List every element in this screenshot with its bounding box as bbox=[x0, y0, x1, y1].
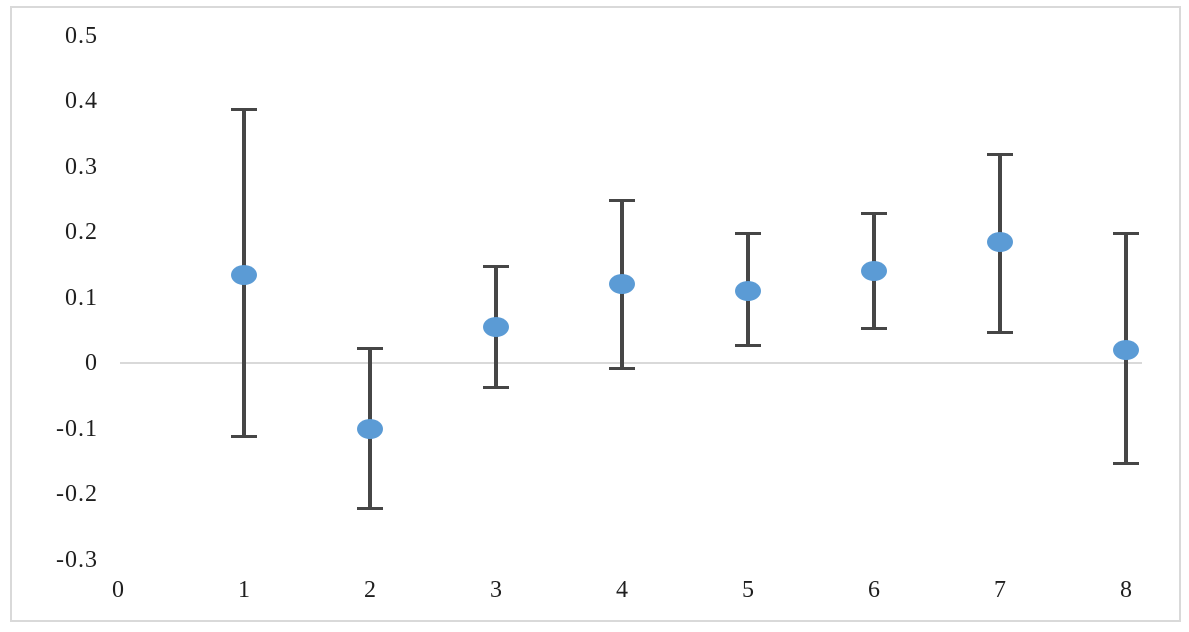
error-bar-cap-top bbox=[231, 107, 257, 111]
error-bar-cap-top bbox=[609, 199, 635, 203]
error-bar-cap-bottom bbox=[357, 507, 383, 511]
error-bar-cap-top bbox=[987, 153, 1013, 157]
x-tick-label: 8 bbox=[1120, 577, 1132, 603]
x-tick-label: 1 bbox=[238, 577, 250, 603]
error-bar-cap-top bbox=[357, 346, 383, 350]
x-tick-label: 7 bbox=[994, 577, 1006, 603]
y-tick-label: 0.5 bbox=[65, 22, 98, 49]
y-tick-label: -0.1 bbox=[56, 415, 98, 442]
error-bar-cap-bottom bbox=[987, 330, 1013, 334]
data-point-marker bbox=[987, 231, 1013, 252]
x-tick-label: 4 bbox=[616, 577, 628, 603]
error-bar-cap-bottom bbox=[861, 327, 887, 331]
data-point-marker bbox=[735, 280, 761, 301]
chart-frame bbox=[10, 6, 1181, 622]
error-bar-cap-bottom bbox=[609, 366, 635, 370]
y-tick-label: 0.3 bbox=[65, 153, 98, 180]
error-bar-cap-bottom bbox=[735, 343, 761, 347]
y-tick-label: 0.2 bbox=[65, 219, 98, 245]
x-tick-label: 6 bbox=[868, 577, 880, 603]
data-point-marker bbox=[231, 264, 257, 285]
zero-gridline bbox=[120, 362, 1142, 364]
y-tick-label: -0.2 bbox=[56, 481, 98, 507]
error-bar-cap-top bbox=[735, 232, 761, 235]
y-tick-label: -0.3 bbox=[56, 546, 98, 573]
error-bar-cap-top bbox=[861, 212, 887, 216]
x-tick-label: 0 bbox=[112, 577, 124, 603]
y-tick-label: 0 bbox=[85, 350, 98, 376]
data-point-marker bbox=[609, 274, 635, 295]
x-tick-label: 5 bbox=[742, 577, 754, 603]
error-bar-cap-top bbox=[1113, 232, 1139, 235]
x-tick-label: 3 bbox=[490, 577, 502, 603]
data-point-marker bbox=[861, 261, 887, 282]
error-bar-cap-top bbox=[483, 264, 509, 268]
data-point-marker bbox=[1113, 339, 1139, 360]
x-tick-label: 2 bbox=[364, 577, 376, 603]
y-tick-label: 0.1 bbox=[65, 284, 98, 311]
error-bar-cap-bottom bbox=[483, 386, 509, 390]
error-bar-cap-bottom bbox=[231, 435, 257, 439]
y-tick-label: 0.4 bbox=[65, 88, 98, 114]
error-bar-cap-bottom bbox=[1113, 461, 1139, 465]
data-point-marker bbox=[357, 418, 383, 439]
data-point-marker bbox=[483, 316, 509, 337]
